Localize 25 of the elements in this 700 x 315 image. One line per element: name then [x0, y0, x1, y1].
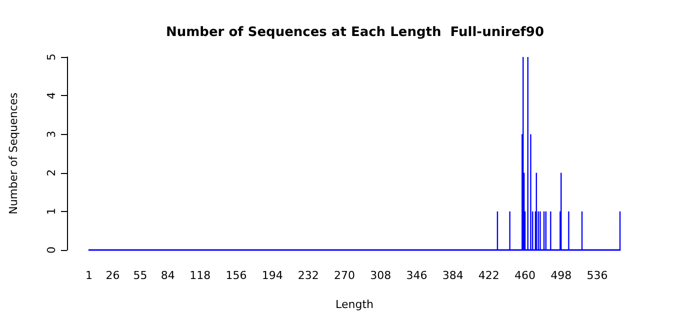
x-tick-label: 84 — [160, 269, 175, 282]
x-tick-label: 26 — [106, 269, 120, 282]
y-axis-title: Number of Sequences — [7, 92, 20, 214]
y-tick-label: 2 — [45, 169, 58, 176]
y-tick-label: 1 — [45, 208, 58, 215]
x-tick-label: 194 — [262, 269, 283, 282]
x-tick-label: 308 — [370, 269, 392, 282]
x-axis-title: Length — [336, 298, 374, 311]
x-tick-label: 422 — [478, 269, 500, 282]
x-tick-label: 498 — [550, 269, 572, 282]
x-tick-label: 384 — [442, 269, 464, 282]
x-tick-label: 1 — [86, 269, 92, 282]
x-tick-label: 118 — [190, 269, 211, 282]
x-tick-label: 536 — [586, 269, 608, 282]
y-tick-label: 5 — [45, 54, 58, 60]
x-tick-label: 346 — [406, 269, 428, 282]
x-tick-label: 55 — [133, 269, 148, 282]
y-tick-label: 4 — [45, 92, 58, 100]
y-tick-label: 3 — [45, 130, 58, 138]
x-tick-label: 270 — [334, 269, 356, 282]
x-tick-label: 156 — [226, 269, 247, 282]
x-tick-label: 460 — [514, 269, 536, 282]
x-tick-label: 232 — [298, 269, 319, 282]
chart-title: Number of Sequences at Each Length Full-uniref90 — [166, 25, 544, 40]
y-tick-label: 0 — [45, 246, 58, 254]
